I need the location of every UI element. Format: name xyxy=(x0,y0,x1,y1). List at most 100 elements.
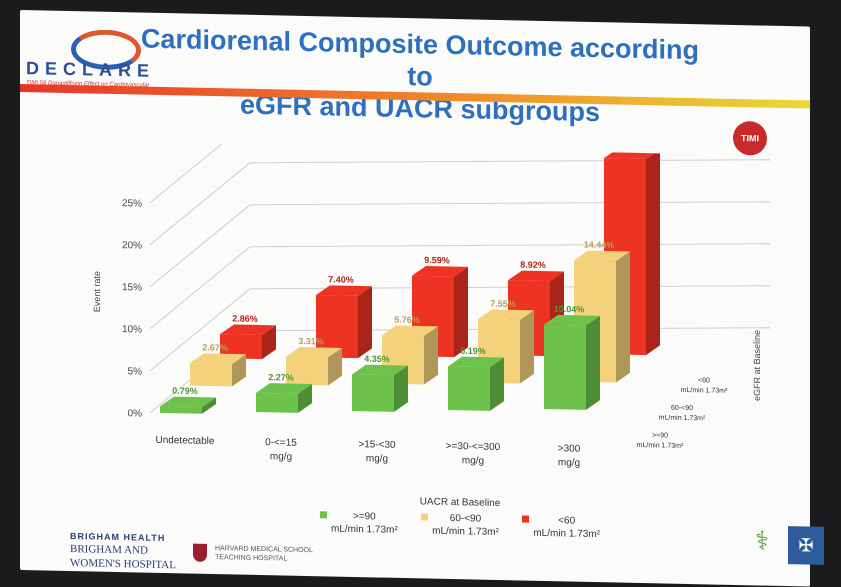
bar-top xyxy=(220,324,276,336)
x-tick-label: 0-<=15 xyxy=(265,437,297,449)
depth-tick-label: mL/min 1.73m² xyxy=(681,387,728,395)
bar-top xyxy=(160,396,216,408)
depth-tick-label: 60-<90 xyxy=(671,405,693,412)
gridline-depth xyxy=(149,288,251,372)
bar xyxy=(220,334,262,360)
gridline-depth xyxy=(149,204,251,288)
bar xyxy=(286,356,328,386)
legend-label-1b: mL/min 1.73m² xyxy=(331,523,398,536)
data-label: 9.59% xyxy=(424,255,450,266)
legend-swatch-green xyxy=(320,511,327,519)
slide: DECLARE TIMI 58 Dapagliflozin Effect on … xyxy=(20,10,824,587)
legend-title: UACR at Baseline xyxy=(419,496,501,510)
gridline-depth xyxy=(149,246,251,330)
bar-side xyxy=(232,354,246,387)
depth-tick-label: mL/min 1.73m² xyxy=(637,442,684,450)
university-crest-icon: ✠ xyxy=(788,526,824,565)
bar-top xyxy=(286,347,342,358)
gridline xyxy=(249,201,771,206)
x-tick-label: mg/g xyxy=(462,455,484,466)
data-label: 2.67% xyxy=(202,342,228,353)
bar-side xyxy=(262,325,276,360)
gridline-depth xyxy=(149,140,251,204)
x-tick-label: >300 xyxy=(558,443,581,454)
legend-label-2b: mL/min 1.73m² xyxy=(432,525,499,539)
data-label: 5.76% xyxy=(394,314,420,325)
y-tick-label: 20% xyxy=(122,240,142,251)
y-tick-label: 15% xyxy=(122,282,142,293)
data-label: 8.92% xyxy=(520,260,546,271)
legend-swatch-yellow xyxy=(421,513,429,521)
harvard-shield-icon xyxy=(193,543,207,562)
x-tick-label: mg/g xyxy=(270,451,292,462)
bar-top xyxy=(544,314,600,326)
timi-logo-icon: TIMI xyxy=(733,120,767,156)
data-label: 2.86% xyxy=(232,313,258,324)
bar xyxy=(256,392,298,413)
y-tick-label: 0% xyxy=(128,408,143,419)
data-label: 7.40% xyxy=(328,274,354,285)
bar-side xyxy=(490,357,504,411)
bar-top xyxy=(478,309,534,321)
footer-line-2b: WOMEN'S HOSPITAL xyxy=(70,557,176,572)
gridline xyxy=(249,243,771,248)
bar-side xyxy=(358,286,372,359)
footer-line-2a: BRIGHAM AND xyxy=(70,543,148,557)
y-axis-label: Event rate xyxy=(92,271,102,312)
sponsor-logo-icon: ⚕ xyxy=(755,525,770,556)
chart-legend: UACR at Baseline >=90 mL/min 1.73m² 60-<9… xyxy=(320,494,600,541)
bar-side xyxy=(328,347,342,386)
bar xyxy=(352,374,394,412)
logo-text: DECLARE xyxy=(26,58,156,81)
bar-chart-3d: 0% 5% 10% 15% 20% 25% Event rate 2.86% 7.40% 9.59… xyxy=(92,140,771,469)
bar xyxy=(190,363,232,387)
legend-label-3b: mL/min 1.73m² xyxy=(533,527,600,541)
bar-side xyxy=(394,365,408,412)
depth-tick-label: <60 xyxy=(698,377,710,384)
bar xyxy=(544,324,586,410)
bar-top xyxy=(256,383,312,394)
depth-axis-label: eGFR at Baseline xyxy=(752,330,762,401)
x-tick-label: >=30-<=300 xyxy=(446,441,501,453)
depth-tick-label: >=90 xyxy=(652,432,668,439)
bar-side xyxy=(424,326,438,385)
x-tick-label: mg/g xyxy=(366,453,388,464)
bar-top xyxy=(448,356,504,368)
depth-tick-label: mL/min 1.73m² xyxy=(659,414,706,422)
data-label: 5.19% xyxy=(460,346,486,357)
data-label: 2.27% xyxy=(268,372,294,383)
legend-item-egfr-60-90: 60-<90 mL/min 1.73m² xyxy=(421,511,499,539)
x-tick-label: Undetectable xyxy=(156,435,215,447)
x-tick-label: mg/g xyxy=(558,457,580,468)
bar xyxy=(448,366,490,411)
bar-top xyxy=(508,270,564,282)
bar-top xyxy=(352,364,408,376)
bar-side xyxy=(616,251,630,383)
legend-item-egfr-90: >=90 mL/min 1.73m² xyxy=(320,509,398,537)
data-label: 7.55% xyxy=(490,298,516,309)
bar-top xyxy=(190,353,246,365)
legend-swatch-red xyxy=(522,515,530,523)
bar-top xyxy=(382,325,438,337)
brigham-logo: BRIGHAM HEALTH BRIGHAM AND WOMEN'S HOSPI… xyxy=(70,531,176,571)
data-label: 10.04% xyxy=(554,304,585,315)
slide-title: Cardiorenal Composite Outcome according … xyxy=(140,23,700,131)
bar-side xyxy=(298,384,312,413)
legend-item-egfr-60: <60 mL/min 1.73m² xyxy=(522,514,600,542)
title-line-1: Cardiorenal Composite Outcome according … xyxy=(140,23,700,92)
bar-top xyxy=(574,250,630,262)
hms-logo: HARVARD MEDICAL SCHOOL TEACHING HOSPITAL xyxy=(193,543,313,564)
bar xyxy=(160,406,202,414)
x-tick-label: >15-<30 xyxy=(358,439,396,451)
bar-top xyxy=(412,265,468,277)
bar-top xyxy=(316,285,372,296)
bar-side xyxy=(646,149,660,356)
data-label: 0.79% xyxy=(172,386,198,397)
y-tick-label: 5% xyxy=(128,366,143,377)
y-tick-label: 25% xyxy=(122,198,142,209)
data-label: 14.44% xyxy=(584,240,615,251)
bar-side xyxy=(202,397,216,414)
footer-line-1: BRIGHAM HEALTH xyxy=(70,531,166,544)
data-label: 3.31% xyxy=(298,336,324,347)
data-label: 23.35% xyxy=(614,141,645,148)
